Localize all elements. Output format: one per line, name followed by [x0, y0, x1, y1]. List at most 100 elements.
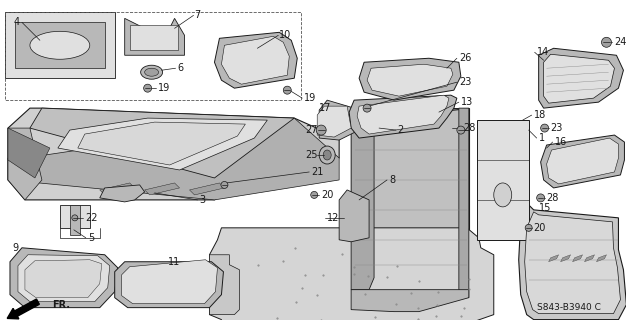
- Polygon shape: [357, 95, 449, 134]
- Text: 19: 19: [304, 93, 317, 103]
- Polygon shape: [8, 128, 50, 178]
- Text: 28: 28: [546, 193, 559, 203]
- Circle shape: [283, 86, 291, 94]
- Polygon shape: [546, 138, 619, 184]
- Polygon shape: [367, 64, 453, 96]
- Text: 3: 3: [200, 195, 205, 205]
- Circle shape: [537, 194, 544, 202]
- Circle shape: [602, 37, 612, 47]
- Polygon shape: [374, 108, 459, 290]
- Polygon shape: [210, 228, 494, 320]
- Polygon shape: [8, 108, 339, 200]
- Polygon shape: [541, 135, 624, 188]
- Circle shape: [221, 181, 228, 188]
- Polygon shape: [359, 58, 461, 100]
- Text: 20: 20: [534, 223, 546, 233]
- Polygon shape: [351, 108, 469, 298]
- Polygon shape: [549, 255, 558, 262]
- Ellipse shape: [319, 146, 335, 164]
- Polygon shape: [122, 260, 217, 304]
- Polygon shape: [30, 108, 295, 178]
- Text: 23: 23: [551, 123, 563, 133]
- Ellipse shape: [144, 68, 159, 76]
- Text: 4: 4: [14, 17, 20, 27]
- Polygon shape: [115, 262, 224, 308]
- Polygon shape: [477, 120, 529, 240]
- Circle shape: [144, 84, 151, 92]
- Polygon shape: [10, 248, 117, 308]
- Ellipse shape: [30, 31, 90, 59]
- Ellipse shape: [494, 183, 512, 207]
- Text: 24: 24: [614, 37, 627, 47]
- Text: 27: 27: [305, 125, 318, 135]
- Text: S843-B3940 C: S843-B3940 C: [537, 303, 600, 312]
- Text: 1: 1: [539, 133, 544, 143]
- Polygon shape: [25, 260, 102, 298]
- Polygon shape: [129, 25, 178, 50]
- Polygon shape: [8, 118, 339, 200]
- Text: 18: 18: [534, 110, 546, 120]
- Polygon shape: [351, 290, 469, 312]
- Polygon shape: [70, 205, 80, 235]
- Circle shape: [311, 191, 318, 198]
- Polygon shape: [539, 48, 624, 108]
- Text: 7: 7: [195, 10, 201, 20]
- Polygon shape: [524, 212, 620, 314]
- Polygon shape: [60, 205, 90, 228]
- Text: 10: 10: [279, 30, 291, 40]
- Circle shape: [317, 125, 326, 135]
- Text: 16: 16: [555, 137, 567, 147]
- Circle shape: [541, 124, 549, 132]
- Circle shape: [525, 224, 532, 231]
- Polygon shape: [519, 205, 627, 320]
- Circle shape: [72, 215, 78, 221]
- Text: 12: 12: [327, 213, 340, 223]
- Polygon shape: [100, 185, 144, 202]
- Polygon shape: [319, 100, 359, 140]
- Circle shape: [457, 126, 465, 134]
- Text: 17: 17: [319, 103, 332, 113]
- Text: 28: 28: [463, 123, 475, 133]
- Polygon shape: [5, 12, 115, 78]
- Polygon shape: [544, 54, 614, 103]
- Polygon shape: [78, 122, 246, 165]
- Polygon shape: [144, 183, 180, 195]
- Text: 6: 6: [178, 63, 183, 73]
- Text: 14: 14: [537, 47, 549, 57]
- Polygon shape: [8, 128, 42, 200]
- Ellipse shape: [141, 65, 163, 79]
- Text: 23: 23: [459, 77, 471, 87]
- Polygon shape: [561, 255, 571, 262]
- Text: 26: 26: [459, 53, 471, 63]
- Text: 8: 8: [389, 175, 395, 185]
- Text: 21: 21: [311, 167, 323, 177]
- Text: 15: 15: [539, 203, 551, 213]
- Polygon shape: [349, 95, 457, 138]
- Polygon shape: [58, 118, 268, 170]
- Text: 13: 13: [461, 97, 473, 107]
- Text: 11: 11: [168, 257, 180, 267]
- Text: 19: 19: [158, 83, 170, 93]
- Text: 9: 9: [12, 243, 18, 253]
- Polygon shape: [222, 36, 290, 84]
- Polygon shape: [317, 106, 351, 137]
- Polygon shape: [18, 255, 110, 302]
- Polygon shape: [215, 32, 297, 88]
- Circle shape: [363, 104, 371, 112]
- Polygon shape: [210, 255, 239, 315]
- Text: 22: 22: [85, 213, 97, 223]
- Polygon shape: [15, 22, 105, 68]
- Text: 2: 2: [397, 125, 403, 135]
- Polygon shape: [573, 255, 583, 262]
- Ellipse shape: [323, 150, 331, 160]
- Text: 20: 20: [321, 190, 333, 200]
- Polygon shape: [351, 108, 374, 290]
- Polygon shape: [125, 18, 185, 55]
- Text: 5: 5: [88, 233, 94, 243]
- Polygon shape: [190, 183, 224, 195]
- Text: 25: 25: [305, 150, 318, 160]
- Text: FR.: FR.: [52, 300, 70, 310]
- Polygon shape: [597, 255, 607, 262]
- Polygon shape: [339, 190, 369, 242]
- Polygon shape: [100, 183, 134, 195]
